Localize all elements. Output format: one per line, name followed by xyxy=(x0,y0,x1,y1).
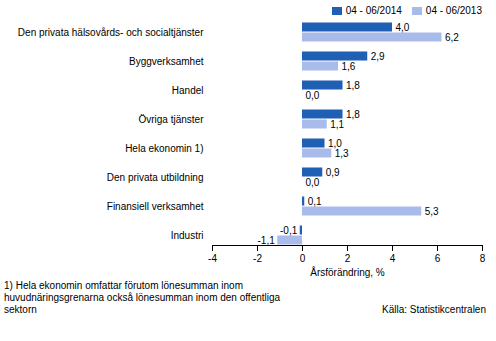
svg-text:1,3: 1,3 xyxy=(335,148,349,159)
svg-text:Årsförändring, %: Årsförändring, % xyxy=(310,266,385,278)
svg-text:0: 0 xyxy=(300,253,306,264)
svg-text:-0,1: -0,1 xyxy=(280,225,298,236)
svg-text:-1,1: -1,1 xyxy=(258,235,276,246)
svg-text:2: 2 xyxy=(345,253,351,264)
svg-text:Handel: Handel xyxy=(172,85,204,96)
html-text:Källa: Statistikcentralen: Källa: Statistikcentralen xyxy=(382,304,486,315)
svg-text:1,1: 1,1 xyxy=(330,119,344,130)
svg-text:Byggverksamhet: Byggverksamhet xyxy=(129,56,204,67)
svg-text:-2: -2 xyxy=(253,253,262,264)
svg-text:0,9: 0,9 xyxy=(326,167,340,178)
svg-text:4: 4 xyxy=(390,253,396,264)
svg-text:6,2: 6,2 xyxy=(445,32,459,43)
html-text:1) Hela ekonomin omfattar föru: 1) Hela ekonomin omfattar förutom lönesu… xyxy=(4,280,281,315)
svg-text:Den privata utbildning: Den privata utbildning xyxy=(107,172,204,183)
svg-text:1,8: 1,8 xyxy=(346,80,360,91)
svg-text:Hela ekonomin 1): Hela ekonomin 1) xyxy=(125,143,203,154)
svg-text:0,0: 0,0 xyxy=(306,90,320,101)
svg-text:4,0: 4,0 xyxy=(396,22,410,33)
svg-text:0,0: 0,0 xyxy=(306,177,320,188)
html-text:04 - 06/2013: 04 - 06/2013 xyxy=(425,5,482,16)
svg-text:Finansiell verksamhet: Finansiell verksamhet xyxy=(107,201,204,212)
svg-text:0,1: 0,1 xyxy=(308,196,322,207)
svg-text:6: 6 xyxy=(435,253,441,264)
svg-text:1,6: 1,6 xyxy=(342,61,356,72)
svg-text:8: 8 xyxy=(480,253,486,264)
svg-text:Övriga tjänster: Övriga tjänster xyxy=(138,114,204,125)
svg-text:Industri: Industri xyxy=(171,230,204,241)
svg-text:-4: -4 xyxy=(208,253,217,264)
svg-text:2,9: 2,9 xyxy=(371,51,385,62)
svg-text:Den privata hälsovårds- och so: Den privata hälsovårds- och socialtjänst… xyxy=(18,27,204,38)
html-text:04 - 06/2014: 04 - 06/2014 xyxy=(345,5,402,16)
svg-text:5,3: 5,3 xyxy=(425,206,439,217)
svg-text:1,0: 1,0 xyxy=(328,137,342,149)
svg-text:1,8: 1,8 xyxy=(346,109,360,120)
